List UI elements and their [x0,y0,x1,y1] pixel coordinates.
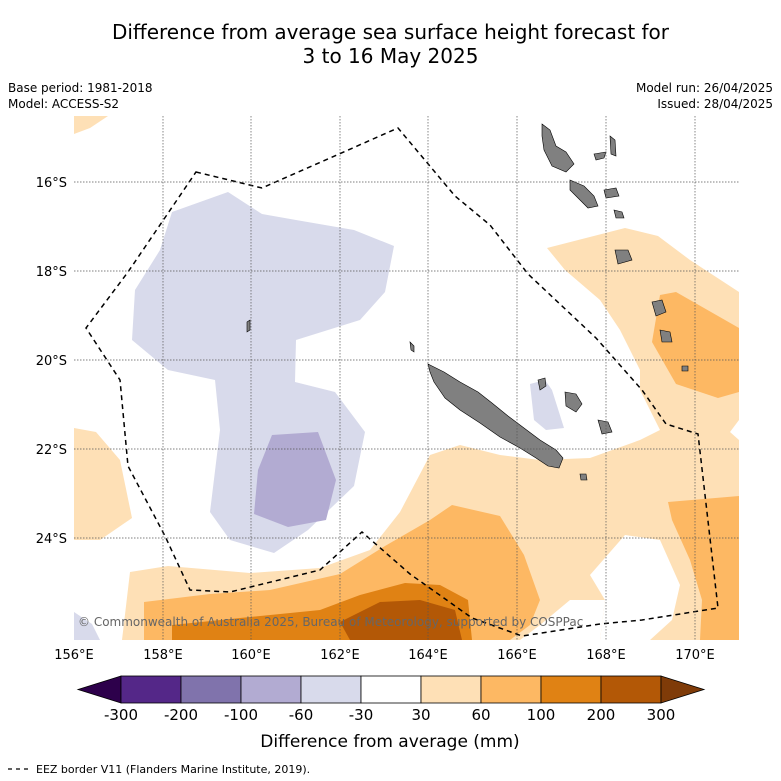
colorbar-bin [600,675,662,704]
colorbar-tick-label: 200 [587,706,616,724]
lon-label: 158°E [143,648,183,663]
colorbar-tick-label: -300 [104,706,138,724]
lon-label: 156°E [54,648,94,663]
anomaly-region-light-purple-corner [74,612,100,640]
base-period-text: Base period: 1981-2018 [8,81,153,95]
vanuatu-land-4 [609,135,617,157]
anomaly-region-medium-purple [254,432,336,527]
colorbar-bin [120,675,182,704]
issued-text: Issued: 28/04/2025 [657,97,773,111]
map-plot-area [74,116,739,640]
colorbar-tick-label: 100 [527,706,556,724]
colorbar-bin [540,675,602,704]
colorbar-tick-label: -100 [224,706,258,724]
colorbar-bin [240,675,302,704]
colorbar-tick-label: -60 [289,706,314,724]
colorbar-extend-max [660,675,706,704]
colorbar-tick-labels: -300 -200 -100 -60 -30 30 60 100 200 300… [104,706,675,752]
colorbar-tick-label: 30 [411,706,430,724]
vanuatu-land-3 [593,151,607,161]
island-small-south [579,473,588,481]
info-left: Base period: 1981-2018 Model: ACCESS-S2 [8,80,153,112]
loyalty-island-1 [564,391,583,413]
vanuatu-land-2 [569,179,599,209]
title-line-1: Difference from average sea surface heig… [111,20,670,44]
island-northwest-small [409,341,415,353]
new-caledonia-land [427,363,564,469]
island-west-small [246,319,251,333]
chart-title: Difference from average sea surface heig… [0,20,781,68]
longitude-labels: 156°E 158°E 160°E 162°E 164°E 166°E 168°… [54,648,715,663]
anomaly-region-orange-northeast [652,292,739,398]
colorbar [76,675,706,704]
colorbar-tick-label: -200 [164,706,198,724]
anomaly-region-light-orange-topleft [74,116,108,134]
lon-label: 166°E [497,648,537,663]
lat-label: 24°S [36,532,67,547]
lon-label: 170°E [675,648,715,663]
anomaly-region-light-purple-small [530,380,564,430]
eez-border-line [85,127,719,637]
latitude-labels: 16°S 18°S 20°S 22°S 24°S [36,176,67,547]
lon-label: 168°E [586,648,626,663]
map-gridlines [74,116,739,640]
lon-label: 164°E [408,648,448,663]
lat-label: 16°S [36,176,67,191]
colorbar-bin [420,675,482,704]
anomaly-region-brown [340,600,462,640]
anomaly-region-light-orange-east [122,228,739,640]
model-run-text: Model run: 26/04/2025 [635,81,773,95]
colorbar-label: Difference from average (mm) [260,732,519,752]
land-masses [246,123,689,481]
vanuatu-land-1 [541,123,575,173]
model-text: Model: ACCESS-S2 [8,97,120,111]
vanuatu-land-5 [603,187,620,199]
colorbar-bin [360,675,422,704]
info-right: Model run: 26/04/2025 Issued: 28/04/2025 [636,80,773,112]
island-east-3 [681,365,689,372]
colorbar-bin [180,675,242,704]
eez-legend-text: EEZ border V11 (Flanders Marine Institut… [36,763,310,776]
anomaly-region-white-east [590,535,680,640]
lon-label: 160°E [231,648,271,663]
anomaly-region-orange-southeast [668,496,739,640]
loyalty-island-3 [537,377,547,391]
colorbar-tick-label: 300 [647,706,676,724]
vanuatu-land-7 [614,249,633,265]
colorbar-extend-min [76,675,122,704]
loyalty-island-2 [597,419,613,435]
colorbar-tick-label: -30 [349,706,374,724]
vanuatu-land-6 [613,209,625,219]
lat-label: 22°S [36,443,67,458]
colorbar-bin [300,675,362,704]
island-east-1 [651,299,667,317]
colorbar-bin [480,675,542,704]
lat-label: 20°S [36,354,67,369]
anomaly-region-light-orange-west [74,428,132,540]
colorbar-tick-label: 60 [471,706,490,724]
title-line-2: 3 to 16 May 2025 [302,44,479,68]
copyright-text: © Commonwealth of Australia 2025, Bureau… [78,615,583,629]
lat-label: 18°S [36,265,67,280]
lon-label: 162°E [320,648,360,663]
island-east-2 [659,329,673,343]
